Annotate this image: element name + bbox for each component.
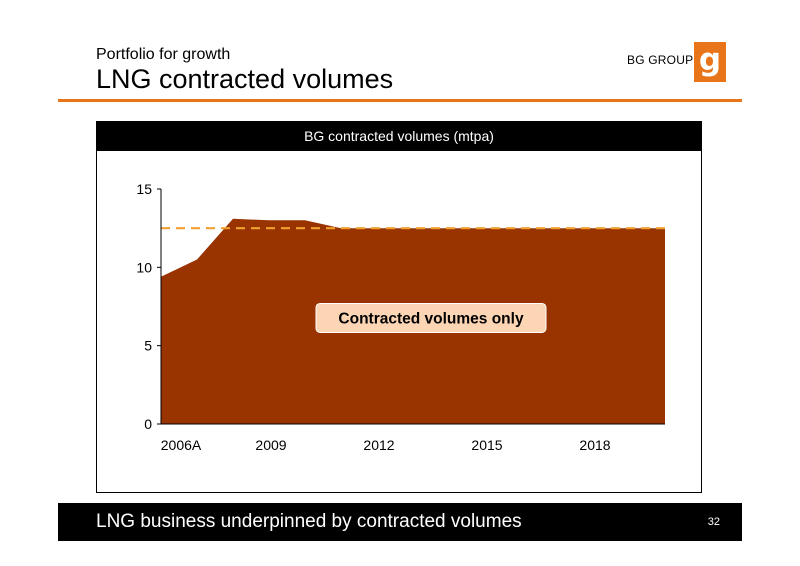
footer-message: LNG business underpinned by contracted v… xyxy=(96,511,522,532)
y-tick-label: 0 xyxy=(144,416,152,432)
slide-subtitle: Portfolio for growth xyxy=(96,46,231,63)
x-tick-label: 2012 xyxy=(363,437,394,453)
company-logo-text: BG GROUP xyxy=(627,53,694,67)
footer-bar: LNG business underpinned by contracted v… xyxy=(58,503,742,541)
title-divider xyxy=(58,99,742,102)
x-tick-label: 2018 xyxy=(579,437,610,453)
y-tick-label: 5 xyxy=(144,338,152,354)
chart-panel: 0 5 10 15 2006A 2009 2012 2015 2018 Contracted vo… xyxy=(96,121,702,493)
y-tick-label: 10 xyxy=(136,259,152,275)
page-number: 32 xyxy=(707,516,720,528)
company-logo-icon: g xyxy=(694,42,726,82)
x-tick-label: 2009 xyxy=(255,437,286,453)
annotation-label: Contracted volumes only xyxy=(338,310,524,327)
area-chart: 0 5 10 15 2006A 2009 2012 2015 2018 Contracted vo… xyxy=(136,181,665,453)
slide-title: LNG contracted volumes xyxy=(96,64,394,94)
x-tick-label: 2015 xyxy=(471,437,502,453)
annotation-box xyxy=(315,302,547,333)
x-tick-label: 2006A xyxy=(161,437,202,453)
chart-title: BG contracted volumes (mtpa) xyxy=(97,122,701,151)
y-tick-label: 15 xyxy=(136,181,152,197)
